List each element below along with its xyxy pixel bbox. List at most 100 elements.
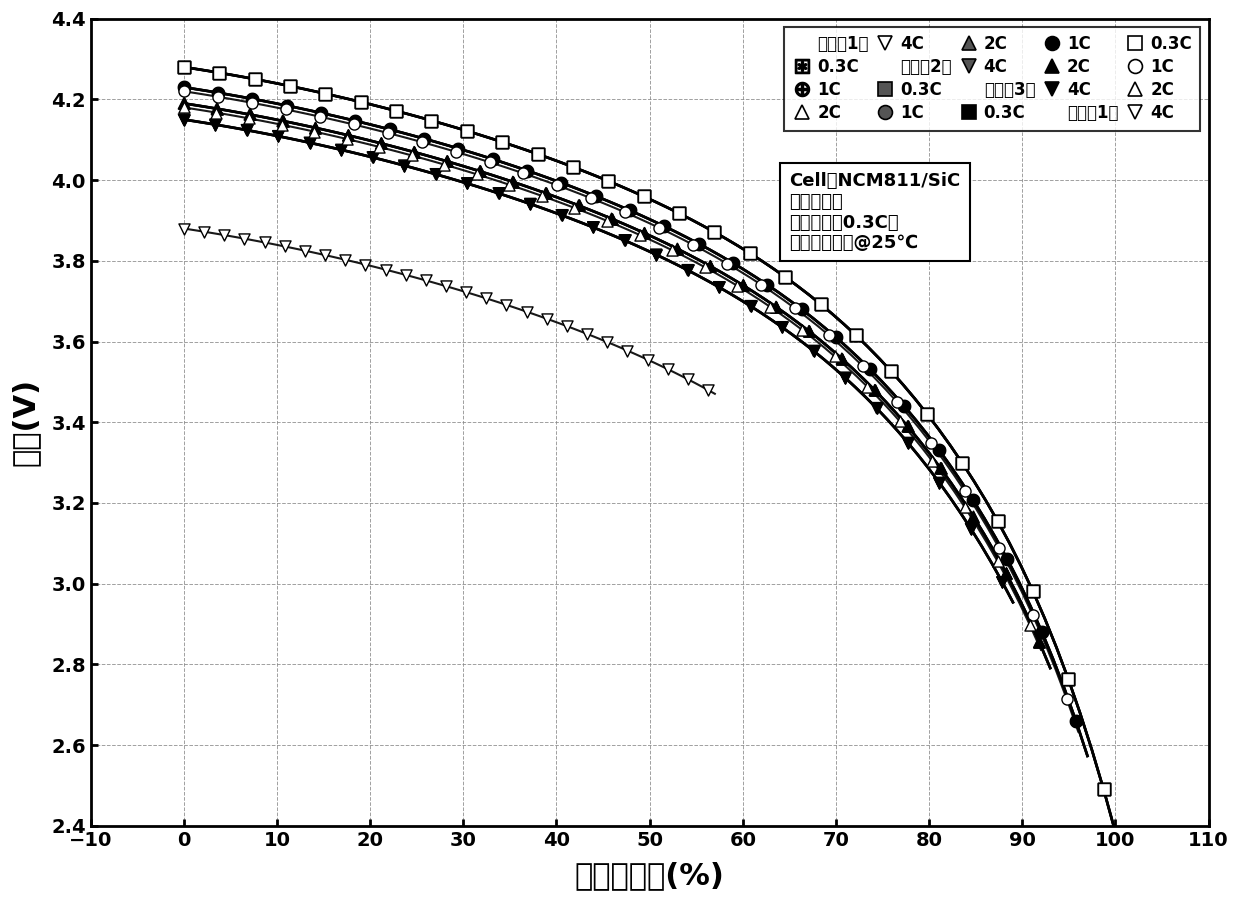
Point — [394, 159, 414, 173]
Point — [315, 86, 335, 101]
Point — [898, 419, 918, 433]
Point — [963, 493, 983, 507]
Point — [766, 300, 786, 314]
Point — [864, 383, 884, 397]
Point — [331, 142, 351, 157]
Point — [528, 147, 548, 161]
Point — [239, 107, 259, 122]
Point — [775, 269, 795, 284]
Point — [615, 233, 635, 248]
Point — [825, 350, 844, 364]
Point — [635, 226, 655, 241]
Point — [244, 72, 264, 86]
Point — [955, 484, 975, 498]
Point — [599, 174, 619, 188]
Point — [207, 102, 227, 116]
Point — [997, 566, 1017, 580]
Point — [864, 383, 884, 397]
Point — [206, 117, 226, 132]
Point — [740, 299, 760, 314]
Point — [701, 259, 720, 273]
Point — [882, 364, 901, 378]
Point — [536, 186, 556, 200]
Point — [521, 196, 541, 211]
Point — [620, 204, 640, 218]
Point — [569, 198, 589, 213]
Point — [174, 80, 193, 95]
Point — [536, 186, 556, 200]
Point — [1058, 672, 1078, 687]
Point — [528, 147, 548, 161]
Point — [923, 454, 942, 469]
Point — [500, 177, 520, 192]
Point — [992, 575, 1012, 589]
Point — [987, 514, 1007, 528]
Point — [414, 132, 434, 146]
Point — [723, 256, 743, 270]
Point — [740, 246, 760, 260]
Point — [740, 246, 760, 260]
Point — [634, 189, 653, 204]
Point — [280, 79, 300, 94]
Point — [422, 114, 441, 128]
Point — [811, 297, 831, 312]
Point — [275, 240, 295, 254]
Point — [310, 109, 330, 123]
Point — [701, 259, 720, 273]
Point — [563, 159, 583, 174]
Point — [930, 476, 950, 490]
Point — [709, 280, 729, 295]
Point — [356, 258, 376, 272]
Point — [482, 152, 502, 167]
Point — [412, 135, 432, 150]
Point — [717, 257, 737, 271]
Point — [174, 113, 193, 127]
Point — [174, 113, 193, 127]
Point — [552, 176, 572, 190]
Point — [916, 406, 936, 421]
Point — [489, 187, 508, 201]
Point — [804, 343, 823, 358]
Point — [445, 144, 465, 159]
Point — [804, 343, 823, 358]
Point — [458, 123, 477, 138]
Point — [552, 208, 572, 223]
Point — [832, 351, 852, 366]
Point — [646, 248, 666, 262]
Point — [688, 236, 708, 250]
X-axis label: 容量保持率(%): 容量保持率(%) — [574, 860, 724, 890]
Point — [243, 92, 263, 106]
Point — [422, 114, 441, 128]
Point — [578, 327, 598, 341]
Point — [458, 123, 477, 138]
Point — [492, 135, 512, 150]
Point — [351, 95, 371, 109]
Point — [1066, 714, 1086, 729]
Point — [583, 220, 603, 234]
Point — [785, 301, 805, 315]
Point — [585, 189, 605, 204]
Point — [237, 123, 257, 137]
Point — [1066, 714, 1086, 729]
Point — [237, 123, 257, 137]
Point — [620, 204, 640, 218]
Point — [272, 117, 291, 132]
Point — [174, 222, 193, 236]
Point — [311, 105, 331, 120]
Point — [670, 206, 689, 221]
Point — [585, 189, 605, 204]
Point — [733, 278, 753, 293]
Point — [963, 493, 983, 507]
Point — [532, 188, 552, 203]
Point — [458, 123, 477, 138]
Point — [482, 152, 502, 167]
Point — [552, 208, 572, 223]
Point — [208, 89, 228, 104]
Point — [268, 129, 288, 143]
Point — [751, 278, 771, 292]
Point — [315, 248, 335, 262]
Point — [683, 238, 703, 252]
Point — [237, 123, 257, 137]
Point — [727, 278, 746, 293]
Point — [997, 566, 1017, 580]
